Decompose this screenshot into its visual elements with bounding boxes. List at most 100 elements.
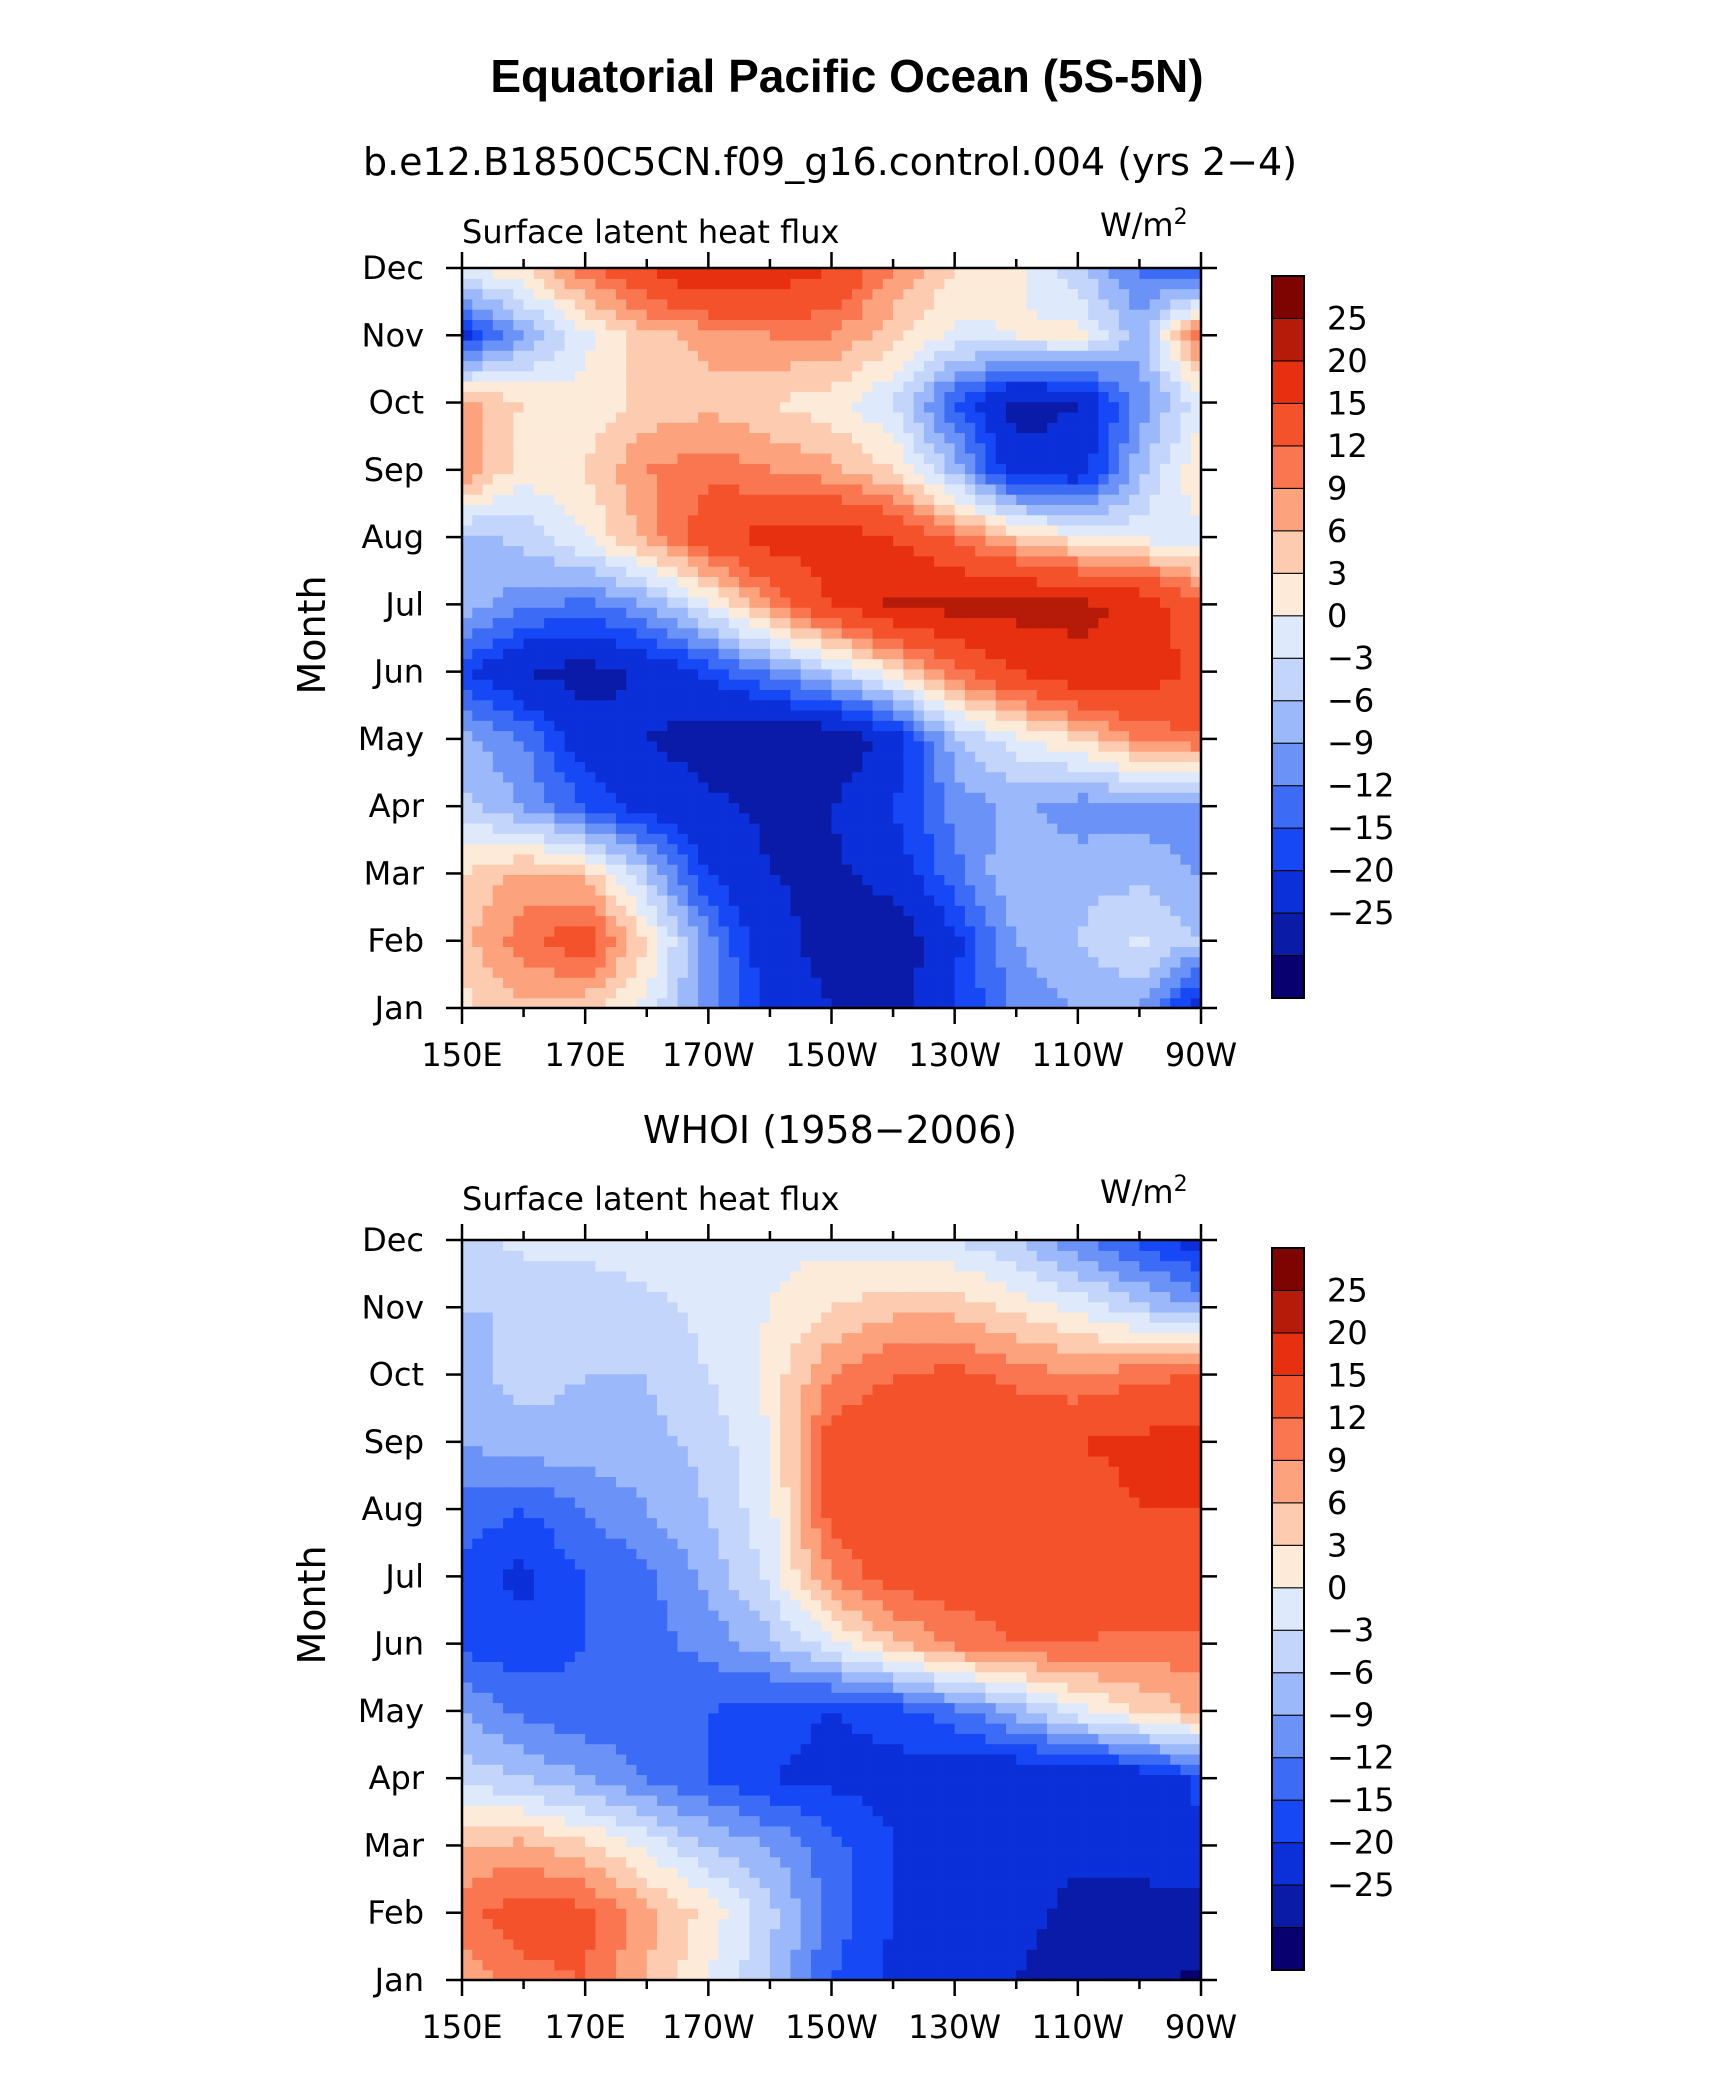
heatmap-cell [1170, 874, 1182, 886]
heatmap-cell [831, 781, 843, 793]
heatmap-cell [462, 956, 473, 968]
heatmap-cell [862, 823, 874, 834]
heatmap-cell [1057, 843, 1069, 855]
heatmap-cell [1108, 504, 1120, 516]
heatmap-cell [944, 997, 956, 1009]
heatmap-cell [1077, 833, 1089, 845]
heatmap-cell [472, 853, 484, 865]
heatmap-cell [831, 936, 843, 947]
heatmap-cell [790, 483, 802, 495]
heatmap-cell [718, 360, 730, 372]
heatmap-cell [923, 648, 935, 660]
heatmap-cell [677, 833, 689, 845]
heatmap-cell [615, 812, 627, 824]
heatmap-cell [523, 329, 535, 341]
heatmap-cell [585, 925, 597, 937]
heatmap-cell [1170, 853, 1182, 865]
heatmap-cell [769, 524, 781, 536]
heatmap-cell [964, 771, 976, 783]
heatmap-cell [1036, 833, 1048, 845]
heatmap-cell [1180, 401, 1192, 413]
heatmap-cell [595, 864, 607, 875]
heatmap-cell [708, 586, 720, 598]
heatmap-cell [1180, 730, 1192, 742]
heatmap-cell [893, 339, 904, 351]
heatmap-cell [923, 391, 935, 403]
heatmap-cell [1139, 771, 1151, 783]
heatmap-cell [1118, 432, 1130, 444]
heatmap-cell [595, 648, 607, 660]
heatmap-cell [1077, 915, 1089, 927]
heatmap-cell [698, 339, 709, 351]
heatmap-cell [595, 391, 607, 403]
heatmap-cell [1057, 730, 1069, 742]
heatmap-cell [1170, 401, 1182, 413]
heatmap-cell [718, 555, 730, 567]
heatmap-cell [934, 442, 945, 454]
heatmap-cell [687, 761, 699, 773]
heatmap-cell [1159, 596, 1171, 608]
heatmap-cell [1159, 463, 1171, 475]
heatmap-cell [657, 309, 668, 320]
heatmap-cell [1026, 370, 1038, 382]
heatmap-cell [1077, 453, 1089, 464]
heatmap-cell [1108, 977, 1120, 989]
heatmap-cell [698, 483, 709, 495]
heatmap-cell [1118, 946, 1130, 958]
heatmap-cell [780, 329, 792, 341]
heatmap-cell [615, 915, 627, 927]
heatmap-cell [944, 504, 956, 516]
heatmap-cell [492, 966, 504, 978]
heatmap-cell [574, 689, 586, 701]
heatmap-cell [554, 442, 566, 454]
heatmap-cell [1067, 668, 1079, 680]
heatmap-cell [862, 319, 874, 331]
heatmap-cell [780, 524, 792, 536]
heatmap-cell [564, 936, 576, 947]
heatmap-cell [975, 668, 987, 680]
heatmap-cell [1108, 751, 1120, 762]
heatmap-cell [1067, 524, 1079, 536]
heatmap-cell [841, 627, 853, 639]
heatmap-cell [964, 576, 976, 588]
heatmap-cell [1159, 617, 1171, 629]
heatmap-cell [533, 761, 545, 773]
heatmap-cell [595, 370, 607, 382]
heatmap-cell [698, 576, 709, 588]
heatmap-cell [1067, 915, 1079, 927]
heatmap-cell [1149, 658, 1161, 670]
heatmap-cell [780, 504, 792, 516]
heatmap-cell [657, 566, 668, 577]
heatmap-cell [1190, 535, 1202, 547]
heatmap-cell [1005, 761, 1017, 773]
heatmap-cell [852, 853, 863, 865]
heatmap-cell [995, 740, 1007, 752]
heatmap-cell [841, 596, 853, 608]
heatmap-cell [759, 473, 771, 485]
heatmap-cell [800, 987, 812, 999]
heatmap-cell [882, 936, 894, 947]
heatmap-cell [503, 586, 514, 598]
heatmap-cell [852, 905, 863, 917]
heatmap-cell [544, 596, 555, 608]
heatmap-cell [1016, 977, 1028, 989]
heatmap-cell [1149, 709, 1161, 721]
heatmap-cell [749, 771, 761, 783]
heatmap-cell [975, 370, 987, 382]
heatmap-cell [574, 853, 586, 865]
heatmap-cell [739, 627, 750, 639]
heatmap-cell [533, 381, 545, 392]
heatmap-cell [636, 360, 648, 372]
heatmap-cell [1098, 689, 1110, 701]
heatmap-cell [677, 699, 689, 711]
heatmap-cell [1016, 823, 1028, 834]
heatmap-cell [831, 905, 843, 917]
heatmap-cell [1088, 792, 1099, 804]
heatmap-cell [667, 699, 679, 711]
heatmap-cell [1016, 298, 1028, 310]
heatmap-cell [1067, 329, 1079, 341]
heatmap-cell [1036, 535, 1048, 547]
heatmap-cell [893, 864, 904, 875]
heatmap-cell [1118, 535, 1130, 547]
heatmap-cell [462, 679, 473, 690]
